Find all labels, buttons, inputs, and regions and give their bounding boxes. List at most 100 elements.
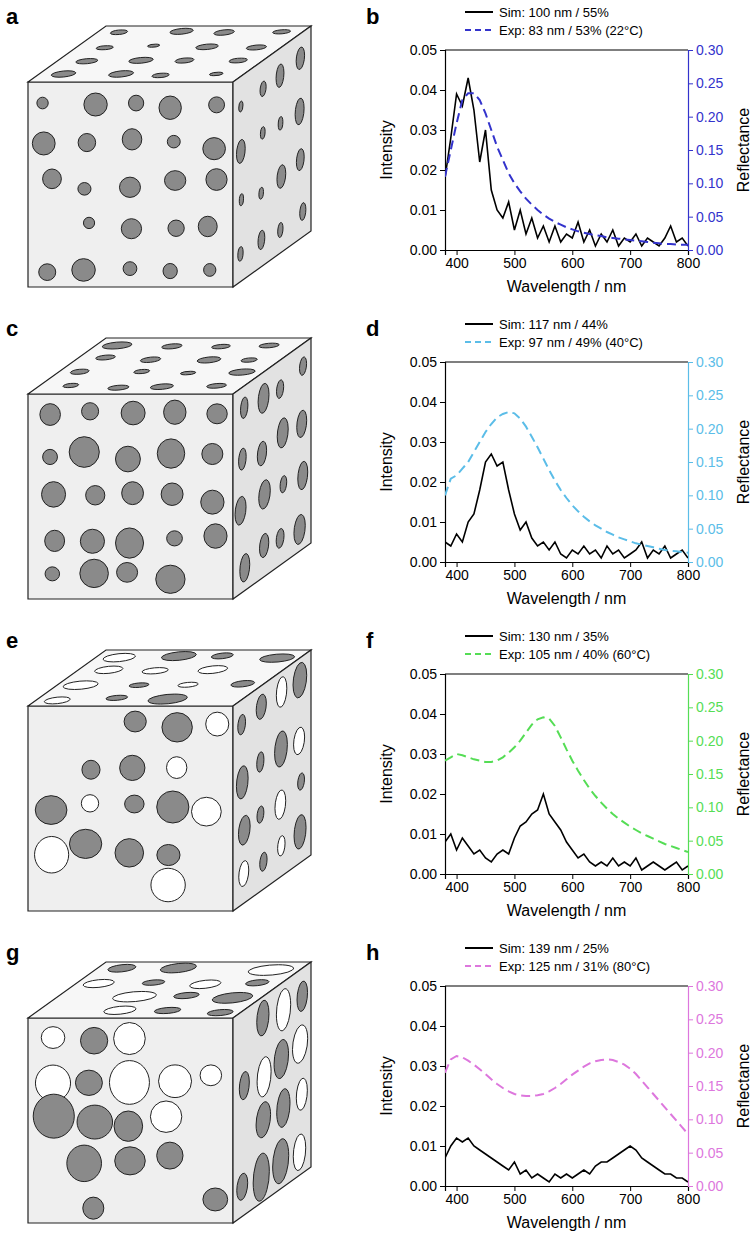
pore xyxy=(119,177,140,197)
pore xyxy=(48,71,80,77)
tick: 0.05 xyxy=(688,521,723,537)
y2-axis: 0.000.050.100.150.200.250.30 xyxy=(688,354,723,570)
pore xyxy=(295,95,304,127)
tick: 600 xyxy=(561,250,585,271)
panel-letter: b xyxy=(366,4,379,29)
tick-label: 400 xyxy=(445,1191,469,1207)
series-line xyxy=(445,1056,688,1134)
pore xyxy=(204,383,229,388)
pore xyxy=(277,414,288,451)
cube-side xyxy=(233,962,311,1223)
pore xyxy=(276,984,290,1035)
pore xyxy=(167,757,187,779)
pore xyxy=(114,1111,143,1141)
pore xyxy=(125,57,156,63)
tick-mark xyxy=(688,707,693,708)
cube-front xyxy=(28,1018,233,1223)
tick-label: 0.00 xyxy=(696,1178,723,1194)
tick: 0.02 xyxy=(410,474,445,490)
pore xyxy=(172,58,197,63)
tick-label: 0.10 xyxy=(696,799,723,815)
pore xyxy=(73,59,101,64)
pore xyxy=(105,71,137,78)
tick-label: 0.25 xyxy=(696,387,723,403)
tick-label: 0.04 xyxy=(410,1018,437,1034)
pore xyxy=(178,371,197,375)
cube-front xyxy=(28,394,233,599)
pore xyxy=(207,72,225,76)
panel-letter: d xyxy=(366,316,379,341)
tick-mark xyxy=(688,462,693,463)
tick: 500 xyxy=(503,874,527,895)
tick: 0.05 xyxy=(410,978,445,994)
pore xyxy=(238,712,246,737)
tick-label: 0.05 xyxy=(410,978,437,994)
tick-mark xyxy=(688,1153,693,1154)
pore xyxy=(78,979,118,987)
pore xyxy=(202,443,223,464)
y2-axis: 0.000.050.100.150.200.250.30 xyxy=(688,978,723,1194)
pore xyxy=(121,219,141,239)
tick-label: 0.03 xyxy=(410,1058,437,1074)
tick-label: 600 xyxy=(561,567,585,583)
pore xyxy=(277,162,286,191)
tick-mark xyxy=(440,1106,445,1107)
tick-mark xyxy=(440,794,445,795)
legend: Sim: 100 nm / 55%Exp: 83 nm / 53% (22°C) xyxy=(465,5,643,38)
x-axis: 400500600700800 xyxy=(445,250,700,271)
tick: 0.10 xyxy=(688,175,723,191)
pore xyxy=(296,44,304,72)
pore xyxy=(293,1020,308,1068)
legend-swatch xyxy=(465,653,493,655)
pore xyxy=(99,1006,141,1014)
tick-mark xyxy=(688,1086,693,1087)
pore-group xyxy=(237,969,308,1219)
tick-mark xyxy=(440,714,445,715)
x-axis: 400500600700800 xyxy=(445,1186,700,1207)
tick: 0.00 xyxy=(688,866,723,882)
pore xyxy=(255,654,300,662)
pore xyxy=(146,44,162,47)
tick-label: 700 xyxy=(619,567,643,583)
tick-label: 0.00 xyxy=(410,242,437,258)
pore xyxy=(94,46,116,50)
panel-letter: f xyxy=(366,628,374,653)
tick: 0.00 xyxy=(410,866,445,882)
tick: 0.02 xyxy=(410,786,445,802)
pore xyxy=(294,724,305,758)
pore xyxy=(297,978,308,1015)
tick-label: 0.15 xyxy=(696,454,723,470)
tick-label: 500 xyxy=(503,255,527,271)
pore xyxy=(296,146,304,173)
tick-mark xyxy=(688,1019,693,1020)
tick: 400 xyxy=(445,1186,469,1207)
tick: 0.30 xyxy=(688,978,723,994)
pore xyxy=(193,44,222,50)
tick-mark xyxy=(440,90,445,91)
pore xyxy=(297,407,307,441)
tick-label: 0.05 xyxy=(696,209,723,225)
pore xyxy=(157,844,180,865)
tick-mark xyxy=(688,250,693,251)
legend-label: Sim: 130 nm / 35% xyxy=(499,629,609,644)
cube-side-group xyxy=(233,650,311,911)
panel-letter: h xyxy=(366,940,379,965)
pore xyxy=(280,474,287,495)
tick-mark xyxy=(440,562,445,563)
tick: 0.03 xyxy=(410,746,445,762)
plot-area xyxy=(445,412,688,558)
pore xyxy=(124,711,146,732)
tick-mark xyxy=(440,250,445,251)
y2-axis-title: Reflectance xyxy=(735,1044,752,1129)
pore xyxy=(204,524,227,548)
tick-label: 0.05 xyxy=(410,354,437,370)
y-axis-title: Intensity xyxy=(378,1056,395,1116)
pore xyxy=(238,245,243,263)
tick-mark xyxy=(440,442,445,443)
legend-swatch xyxy=(465,323,493,325)
pore xyxy=(185,980,226,989)
legend-swatch xyxy=(465,965,493,967)
tick-label: 0.00 xyxy=(696,866,723,882)
pore xyxy=(203,138,226,160)
tick: 0.30 xyxy=(688,42,723,58)
